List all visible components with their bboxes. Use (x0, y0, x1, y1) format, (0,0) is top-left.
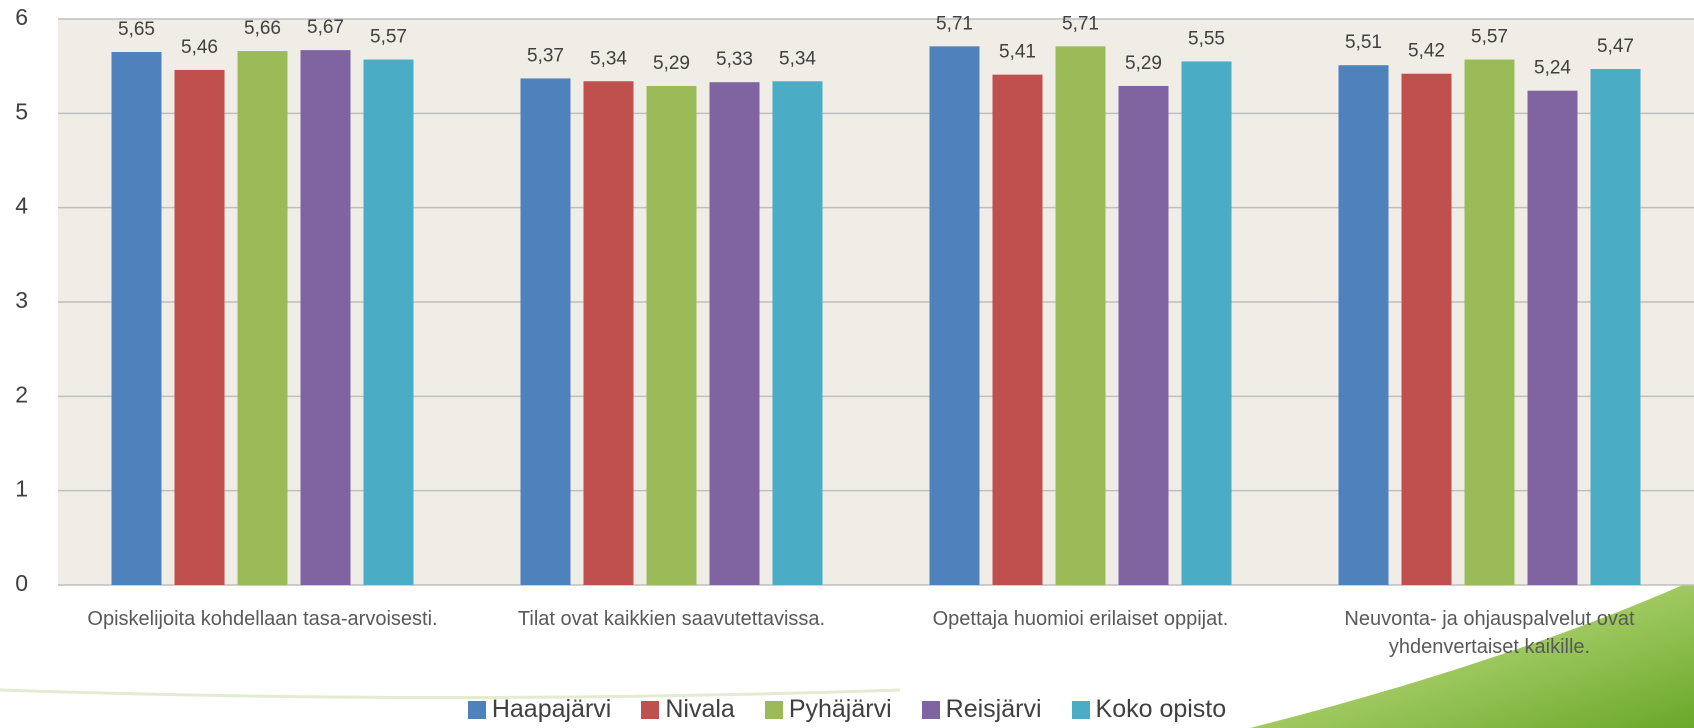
legend-label: Reisjärvi (945, 695, 1042, 723)
bar (111, 52, 162, 586)
y-tick-label: 4 (15, 193, 28, 219)
data-label: 5,47 (1597, 36, 1634, 57)
data-label: 5,41 (999, 42, 1036, 63)
legend-item: Koko opisto (1071, 695, 1227, 724)
y-tick-label: 5 (15, 98, 28, 124)
bar (1590, 68, 1641, 586)
x-tick-label: Opiskelijoita kohdellaan tasa-arvoisesti… (87, 608, 438, 630)
bar (709, 82, 760, 585)
bar (1527, 90, 1578, 586)
data-label: 5,65 (118, 19, 155, 40)
data-label: 5,67 (307, 17, 344, 38)
y-tick-label: 6 (15, 4, 28, 30)
legend-item: Haapajärvi (467, 695, 612, 724)
data-label: 5,29 (1125, 53, 1162, 74)
data-label: 5,33 (716, 49, 753, 70)
legend-label: Nivala (665, 695, 735, 723)
legend-label: Pyhäjärvi (788, 695, 892, 723)
bar (1338, 65, 1389, 586)
data-label: 5,57 (370, 27, 407, 48)
data-label: 5,29 (653, 53, 690, 74)
data-label: 5,34 (590, 48, 627, 69)
bar (929, 46, 980, 585)
legend-item: Nivala (641, 695, 735, 724)
data-label: 5,55 (1188, 28, 1225, 49)
bar (1118, 85, 1169, 585)
legend-swatch (467, 700, 486, 719)
data-label: 5,57 (1471, 27, 1508, 48)
data-label: 5,51 (1345, 32, 1382, 53)
legend: Haapajärvi Nivala Pyhäjärvi Reisjärvi Koko o… (0, 695, 1694, 724)
bar (1055, 46, 1106, 585)
y-tick-label: 3 (15, 287, 28, 313)
bar (583, 81, 634, 585)
bar (237, 51, 288, 585)
data-label: 5,42 (1408, 41, 1445, 62)
data-label: 5,24 (1534, 58, 1571, 79)
data-label: 5,71 (936, 13, 973, 34)
bar (1464, 59, 1515, 585)
legend-item: Pyhäjärvi (764, 695, 892, 724)
x-tick-label: Opettaja huomioi erilaiset oppijat. (932, 608, 1229, 630)
decoration (1250, 580, 1694, 728)
data-label: 5,71 (1062, 13, 1099, 34)
legend-swatch (641, 700, 660, 719)
x-tick-label: Tilat ovat kaikkien saavutettavissa. (517, 608, 826, 630)
bar (1401, 73, 1452, 586)
data-label: 5,37 (527, 45, 564, 66)
data-label: 5,66 (244, 18, 281, 39)
y-tick-label: 0 (15, 570, 28, 596)
legend-item: Reisjärvi (921, 695, 1042, 724)
decoration (0, 688, 901, 699)
data-label: 5,34 (779, 48, 816, 69)
bar (646, 85, 697, 585)
bar (772, 81, 823, 585)
bar (300, 50, 351, 585)
legend-label: Koko opisto (1095, 695, 1227, 723)
bar (520, 78, 571, 586)
bar (363, 59, 414, 585)
y-tick-label: 1 (15, 476, 28, 502)
data-label: 5,46 (181, 37, 218, 58)
legend-swatch (1071, 700, 1090, 719)
legend-swatch (764, 700, 783, 719)
bar (174, 69, 225, 585)
y-tick-label: 2 (15, 381, 28, 407)
bar (992, 74, 1043, 585)
legend-label: Haapajärvi (491, 695, 612, 723)
legend-swatch (921, 700, 940, 719)
x-tick-label: Neuvonta- ja ohjauspalvelut ovat yhdenve… (1344, 608, 1635, 658)
bar (1181, 61, 1232, 585)
